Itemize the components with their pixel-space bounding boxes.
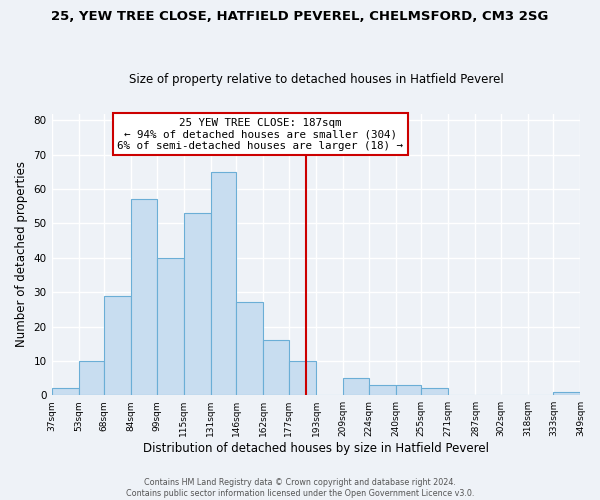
Bar <box>131 200 157 395</box>
Bar <box>343 378 368 395</box>
Text: Contains HM Land Registry data © Crown copyright and database right 2024.
Contai: Contains HM Land Registry data © Crown c… <box>126 478 474 498</box>
Title: Size of property relative to detached houses in Hatfield Peverel: Size of property relative to detached ho… <box>128 73 503 86</box>
Bar <box>79 361 104 395</box>
Bar <box>184 213 211 395</box>
Bar <box>52 388 79 395</box>
Bar <box>368 385 396 395</box>
Bar <box>236 302 263 395</box>
Bar <box>211 172 236 395</box>
X-axis label: Distribution of detached houses by size in Hatfield Peverel: Distribution of detached houses by size … <box>143 442 489 455</box>
Bar <box>289 361 316 395</box>
Bar <box>104 296 131 395</box>
Bar <box>396 385 421 395</box>
Bar <box>263 340 289 395</box>
Bar <box>157 258 184 395</box>
Bar <box>421 388 448 395</box>
Bar <box>553 392 580 395</box>
Text: 25, YEW TREE CLOSE, HATFIELD PEVEREL, CHELMSFORD, CM3 2SG: 25, YEW TREE CLOSE, HATFIELD PEVEREL, CH… <box>52 10 548 23</box>
Y-axis label: Number of detached properties: Number of detached properties <box>15 162 28 348</box>
Text: 25 YEW TREE CLOSE: 187sqm
← 94% of detached houses are smaller (304)
6% of semi-: 25 YEW TREE CLOSE: 187sqm ← 94% of detac… <box>118 118 403 151</box>
